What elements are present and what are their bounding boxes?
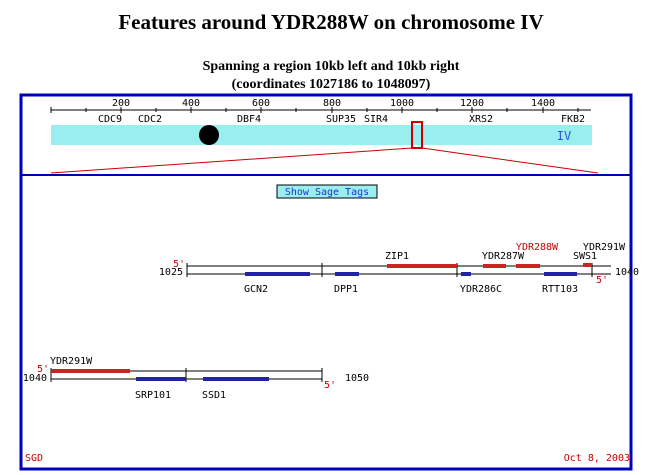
gene-label: YDR288W bbox=[516, 242, 559, 253]
gene-label: YDR287W bbox=[482, 251, 525, 262]
scale-label: 600 bbox=[252, 98, 270, 109]
region-marker bbox=[411, 121, 423, 149]
gene-label: RTT103 bbox=[542, 284, 578, 295]
scale-label: 1000 bbox=[390, 98, 414, 109]
strand-label: 5' bbox=[173, 259, 185, 270]
strand-label: 5' bbox=[37, 364, 49, 375]
gene-label: FKB2 bbox=[561, 114, 585, 125]
subtitle: Spanning a region 10kb left and 10kb rig… bbox=[203, 59, 460, 74]
centromere bbox=[199, 125, 219, 145]
strand-label: 5' bbox=[324, 380, 336, 391]
scale-label: 1400 bbox=[531, 98, 555, 109]
scale-label: 400 bbox=[182, 98, 200, 109]
frame bbox=[19, 93, 633, 471]
coordinate: 1040 bbox=[23, 373, 47, 384]
gene-label: YDR286C bbox=[460, 284, 502, 295]
footer-date: Oct 8, 2003 bbox=[564, 453, 630, 464]
gene-label: SUP35 bbox=[326, 114, 356, 125]
sage-button[interactable]: Show Sage Tags bbox=[276, 184, 378, 199]
zoom-line bbox=[421, 147, 599, 174]
gene-label: DPP1 bbox=[334, 284, 358, 295]
gene-label: ZIP1 bbox=[385, 251, 409, 262]
scale-label: 200 bbox=[112, 98, 130, 109]
coordinate: 1050 bbox=[345, 373, 369, 384]
footer-source: SGD bbox=[25, 453, 43, 464]
scale-label: 800 bbox=[323, 98, 341, 109]
coordinate: 1040 bbox=[615, 267, 639, 278]
chromosome-name: IV bbox=[557, 129, 571, 143]
chromosome-band bbox=[51, 125, 592, 145]
gene-label: DBF4 bbox=[237, 114, 261, 125]
strand-label: 5' bbox=[596, 275, 608, 286]
gene-label: SSD1 bbox=[202, 390, 226, 401]
track bbox=[186, 263, 611, 277]
gene-label: GCN2 bbox=[244, 284, 268, 295]
gene-label: CDC9 bbox=[98, 114, 122, 125]
button-box[interactable] bbox=[276, 184, 378, 199]
gene-label: XRS2 bbox=[469, 114, 493, 125]
gene-label: SIR4 bbox=[364, 114, 388, 125]
title: Features around YDR288W on chromosome IV bbox=[118, 10, 543, 34]
gene-label: YDR291W bbox=[50, 356, 93, 367]
track bbox=[50, 368, 323, 382]
gene-label: CDC2 bbox=[138, 114, 162, 125]
gene-label: SRP101 bbox=[135, 390, 171, 401]
scale-label: 1200 bbox=[460, 98, 484, 109]
gene-label: SWS1 bbox=[573, 251, 597, 262]
zoom-line bbox=[50, 147, 413, 174]
subtitle: (coordinates 1027186 to 1048097) bbox=[232, 77, 431, 92]
button-label[interactable]: Show Sage Tags bbox=[285, 187, 369, 198]
gene-label: YDR291W bbox=[583, 242, 626, 253]
ruler bbox=[50, 107, 591, 113]
coordinate: 1025 bbox=[159, 267, 183, 278]
